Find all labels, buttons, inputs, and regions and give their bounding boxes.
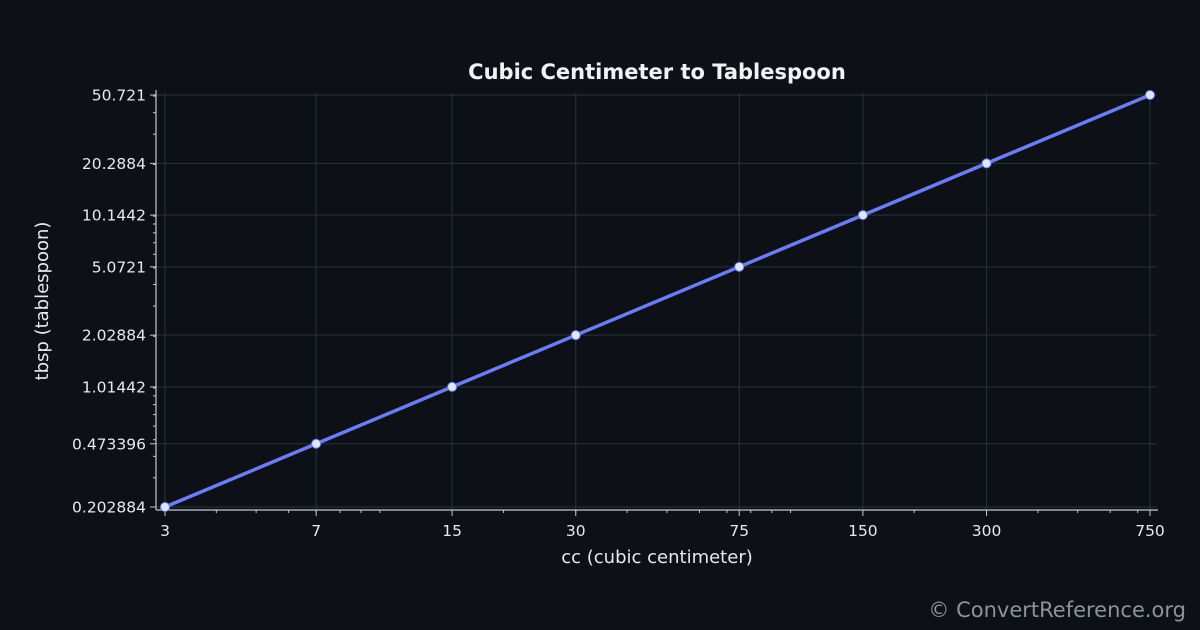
y-tick-label: 10.1442 — [82, 207, 146, 225]
series-line — [163, 93, 1152, 509]
y-tick-label: 0.473396 — [72, 435, 146, 453]
y-tick-label: 2.02884 — [82, 327, 146, 345]
chart-title: Cubic Centimeter to Tablespoon — [468, 60, 846, 84]
watermark: © ConvertReference.org — [928, 598, 1186, 622]
y-tick-label: 1.01442 — [82, 378, 146, 396]
data-point — [981, 158, 992, 169]
x-tick-label: 7 — [311, 522, 321, 540]
series-layer — [160, 90, 1155, 512]
data-point — [570, 330, 581, 341]
y-tick-label: 0.202884 — [72, 499, 146, 517]
y-tick-label: 5.0721 — [92, 258, 146, 276]
tick-labels: 3 7 15 30 75 150 300 750 0.202884 0.473396 1.01442… — [72, 87, 1165, 541]
y-axis-label: tbsp (tablespoon) — [32, 222, 53, 381]
data-point — [311, 438, 322, 449]
y-tick-label: 20.2884 — [82, 155, 146, 173]
x-axis-label: cc (cubic centimeter) — [561, 547, 753, 568]
data-point — [857, 210, 868, 221]
x-tick-label: 300 — [972, 522, 1002, 540]
data-point — [1145, 90, 1155, 100]
data-point — [160, 502, 170, 512]
x-tick-label: 75 — [729, 522, 749, 540]
y-tick-label: 50.721 — [92, 87, 146, 105]
data-point — [734, 261, 745, 272]
grid — [156, 93, 1157, 509]
x-tick-label: 750 — [1135, 522, 1165, 540]
x-tick-label: 3 — [160, 522, 170, 540]
axes — [150, 90, 1158, 516]
data-point — [447, 381, 458, 392]
x-tick-label: 30 — [566, 522, 586, 540]
x-tick-label: 150 — [848, 522, 878, 540]
x-tick-label: 15 — [442, 522, 462, 540]
